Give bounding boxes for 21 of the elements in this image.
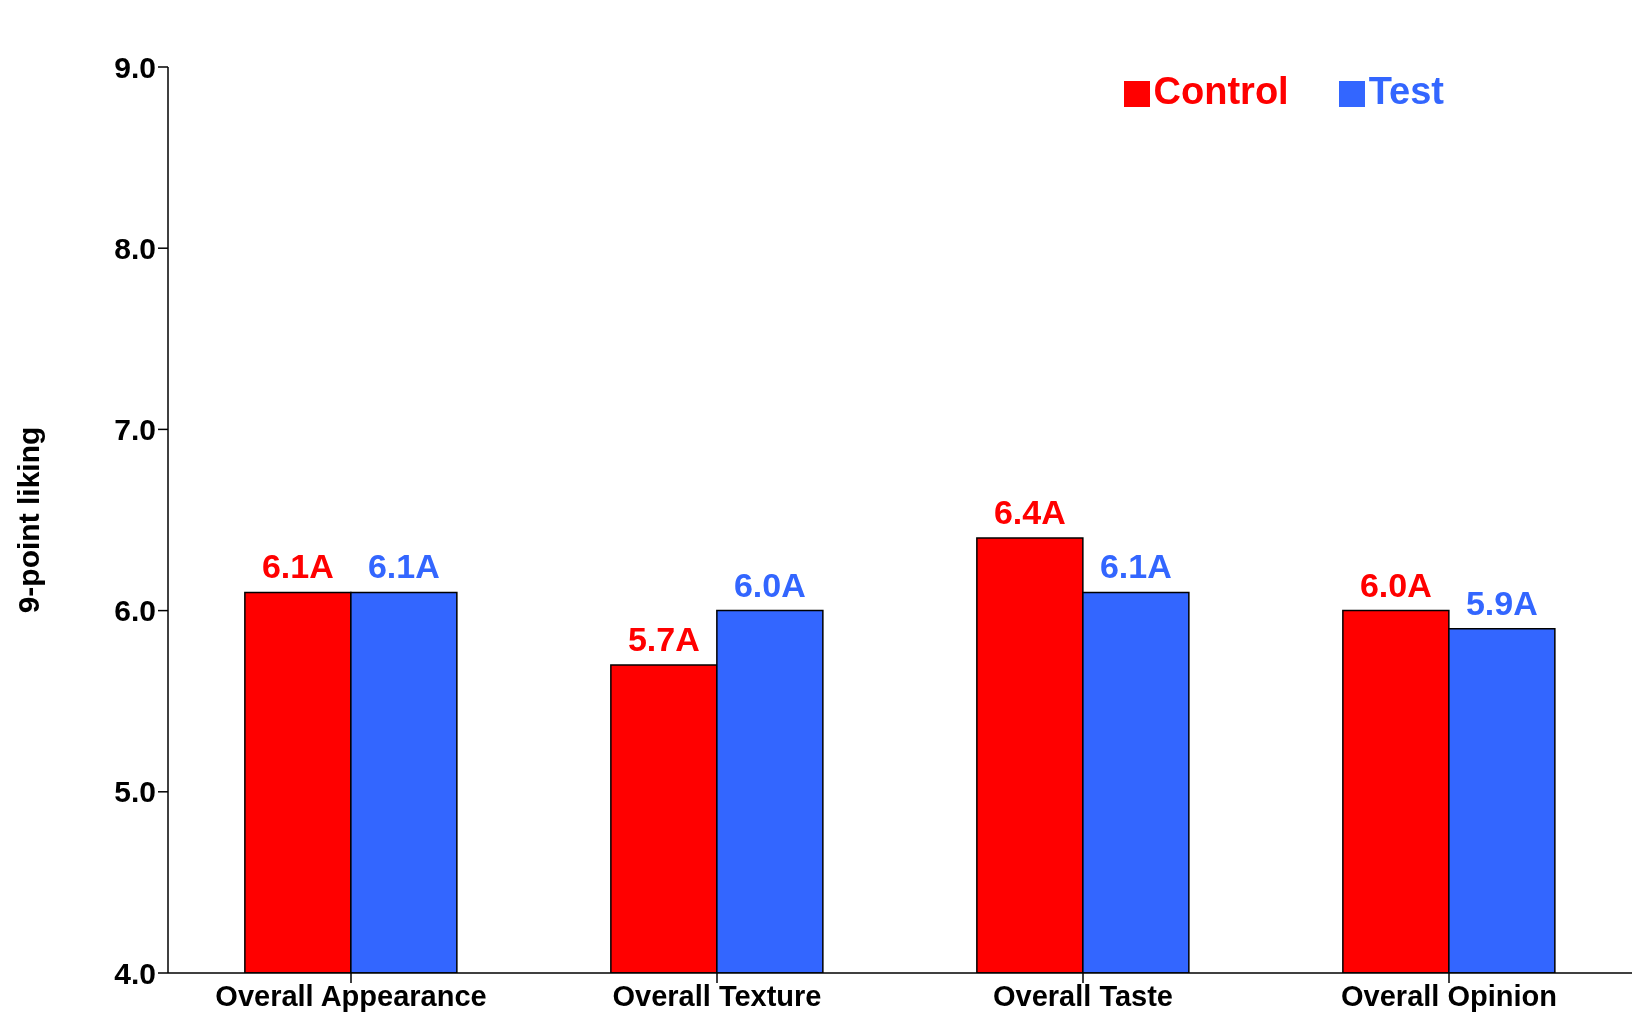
y-tick-label: 6.0 (114, 594, 156, 628)
data-label: 6.1A (261, 547, 334, 586)
data-label: 6.0A (1359, 565, 1432, 604)
y-tick-label: 8.0 (114, 231, 156, 265)
data-label: 6.1A (1099, 547, 1172, 586)
x-tick-label: Overall Opinion (1341, 979, 1557, 1012)
y-tick-label: 4.0 (114, 956, 156, 990)
y-tick-label: 9.0 (114, 50, 156, 84)
data-label: 6.1A (367, 547, 440, 586)
x-tick-label: Overall Taste (992, 979, 1174, 1012)
data-label: 6.4A (993, 493, 1066, 532)
y-tick-label: 5.0 (114, 775, 156, 809)
y-tick-label: 7.0 (114, 413, 156, 447)
legend-label: Control (1153, 70, 1289, 112)
data-label: 6.0A (733, 565, 806, 604)
x-tick-label: Overall Appearance (215, 979, 487, 1012)
data-label: 5.7A (627, 619, 700, 658)
data-label: 5.9A (1465, 583, 1538, 622)
x-tick-label: Overall Texture (612, 979, 822, 1012)
y-axis-title: 9-point liking (11, 426, 45, 614)
legend-label: Test (1368, 70, 1444, 112)
